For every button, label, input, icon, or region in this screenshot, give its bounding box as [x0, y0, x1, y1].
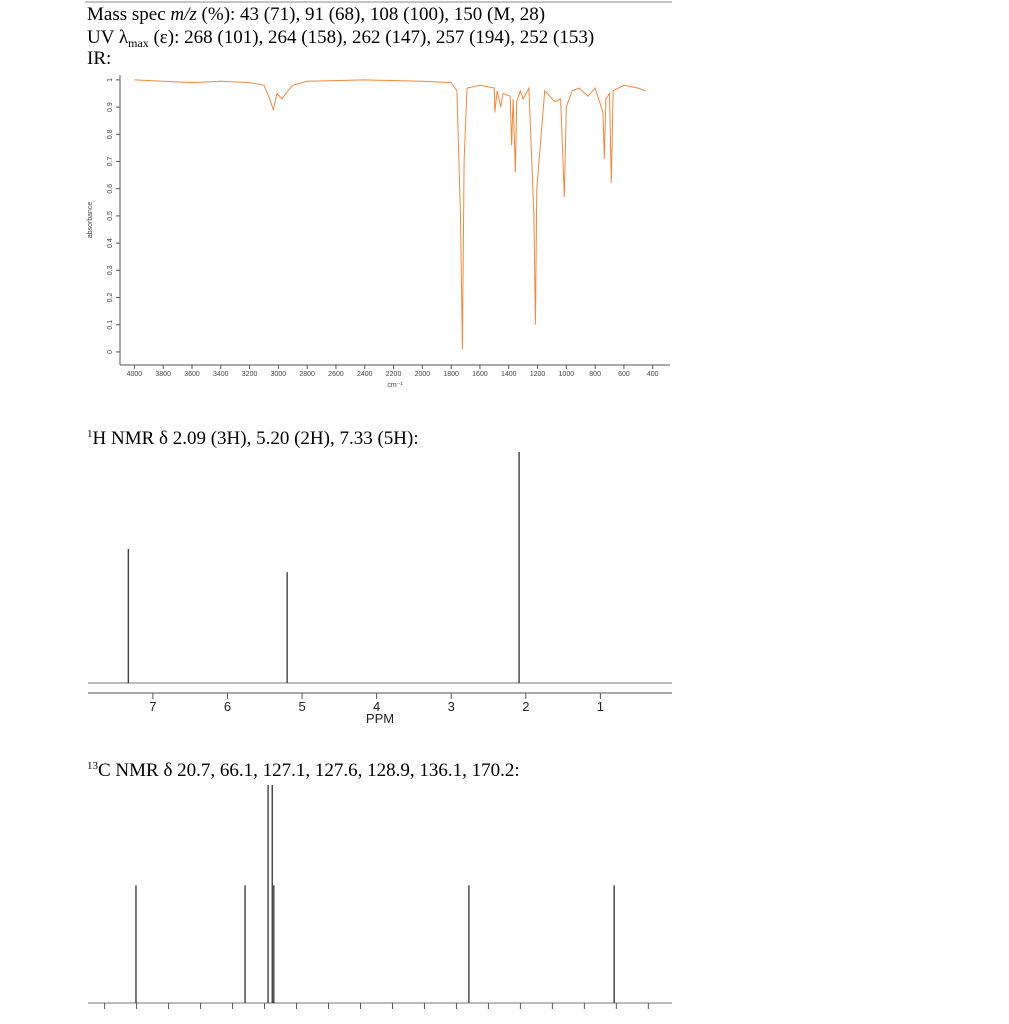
x-tick-label: 1000: [559, 371, 575, 378]
x-tick-label: 1200: [530, 371, 546, 378]
x-tick-label: 5: [298, 699, 305, 714]
text: Mass spec: [87, 4, 166, 25]
y-tick-label: 0.3: [107, 265, 114, 275]
x-tick-label: 3400: [213, 371, 229, 378]
y-tick-label: 0.1: [107, 320, 114, 330]
y-tick-label: 0.6: [107, 184, 114, 194]
x-tick-label: 1600: [472, 371, 488, 378]
ir-label: IR:: [87, 48, 111, 69]
x-tick-label: 2: [522, 699, 529, 714]
text: m/z: [170, 4, 197, 25]
subscript: max: [128, 36, 149, 50]
x-tick-label: 4000: [127, 371, 143, 378]
mass-spec-line: Mass spec m/z (%): 43 (71), 91 (68), 108…: [87, 4, 545, 25]
y-tick-label: 0.8: [107, 129, 114, 139]
text: C NMR δ 20.7, 66.1, 127.1, 127.6, 128.9,…: [98, 760, 520, 781]
x-tick-label: 6: [224, 699, 231, 714]
x-tick-label: 3200: [242, 371, 258, 378]
superscript: 13: [87, 760, 99, 772]
y-tick-label: 0.5: [107, 211, 114, 221]
superscript: 1: [87, 428, 93, 440]
text: H NMR δ 2.09 (3H), 5.20 (2H), 7.33 (5H):: [93, 428, 419, 449]
x-tick-label: 3: [448, 699, 455, 714]
x-axis-label: PPM: [366, 711, 394, 726]
y-tick-label: 1: [107, 78, 114, 82]
x-tick-label: 600: [618, 371, 630, 378]
y-axis-label: absorbance: [87, 202, 94, 239]
x-tick-label: 1800: [443, 371, 459, 378]
c-nmr-heading: 13C NMR δ 20.7, 66.1, 127.1, 127.6, 128.…: [87, 760, 520, 781]
x-tick-label: 2200: [386, 371, 402, 378]
x-tick-label: 2000: [415, 371, 431, 378]
h-nmr-heading: 1H NMR δ 2.09 (3H), 5.20 (2H), 7.33 (5H)…: [87, 428, 419, 449]
x-tick-label: 1: [597, 699, 604, 714]
x-axis-label: cm⁻¹: [387, 382, 403, 389]
x-tick-label: 400: [647, 371, 659, 378]
text: (%): 43 (71), 91 (68), 108 (100), 150 (M…: [202, 4, 546, 25]
x-tick-label: 3600: [184, 371, 200, 378]
y-tick-label: 0.9: [107, 102, 114, 112]
y-tick-label: 0.4: [107, 238, 114, 248]
text: (ε): 268 (101), 264 (158), 262 (147), 25…: [153, 27, 594, 48]
x-tick-label: 2800: [299, 371, 315, 378]
x-tick-label: 4: [373, 699, 380, 714]
x-tick-label: 2400: [357, 371, 373, 378]
x-tick-label: 7: [149, 699, 156, 714]
x-tick-label: 2600: [328, 371, 344, 378]
y-tick-label: 0.7: [107, 157, 114, 167]
x-tick-label: 800: [589, 371, 601, 378]
y-tick-label: 0.2: [107, 293, 114, 303]
x-tick-label: 3000: [271, 371, 287, 378]
uv-line: UV λmax (ε): 268 (101), 264 (158), 262 (…: [87, 27, 594, 50]
y-tick-label: 0: [107, 350, 114, 354]
text: UV λ: [87, 27, 129, 48]
x-tick-label: 1400: [501, 371, 517, 378]
spectrum-line: [134, 79, 646, 350]
x-tick-label: 3800: [155, 371, 171, 378]
